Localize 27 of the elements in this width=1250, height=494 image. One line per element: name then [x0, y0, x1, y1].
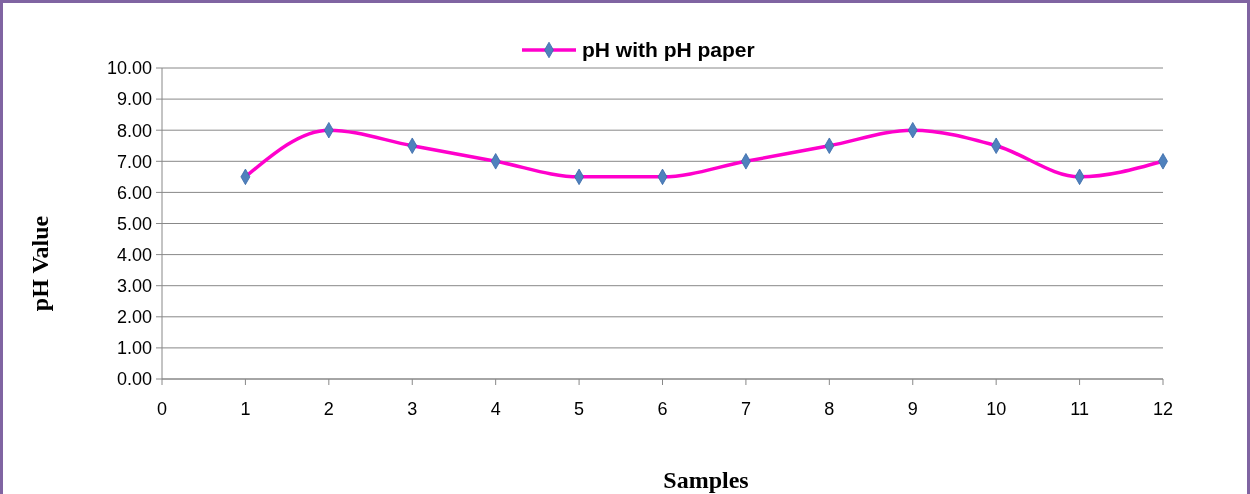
y-tick-label: 5.00 [116, 213, 152, 234]
x-tick-label: 12 [1152, 399, 1174, 419]
y-axis-title: pH Value [27, 215, 53, 312]
x-tick-label: 8 [824, 399, 835, 419]
x-tick-label: 11 [1070, 399, 1089, 419]
y-tick-label: 6.00 [116, 182, 152, 203]
y-tick-label: 8.00 [116, 120, 152, 141]
x-tick-label: 2 [323, 399, 334, 419]
x-tick-label: 10 [986, 399, 1007, 419]
y-tick-label: 9.00 [116, 89, 152, 110]
x-axis-title: Samples [663, 467, 749, 493]
x-tick-label: 5 [574, 399, 585, 419]
y-tick-label: 0.00 [116, 369, 152, 390]
x-tick-label: 1 [240, 399, 251, 419]
x-tick-label: 4 [490, 399, 501, 419]
y-tick-label: 3.00 [116, 276, 152, 296]
y-tick-label: 2.00 [116, 307, 152, 328]
x-tick-label: 9 [907, 399, 918, 419]
legend-label: pH with pH paper [582, 38, 755, 62]
y-tick-label: 10.00 [106, 58, 152, 79]
x-tick-label: 7 [740, 399, 751, 419]
y-tick-label: 4.00 [116, 244, 152, 265]
y-tick-label: 1.00 [116, 338, 152, 359]
x-tick-label: 6 [657, 399, 668, 419]
y-tick-label: 7.00 [116, 151, 152, 172]
x-tick-label: 3 [407, 399, 418, 419]
x-tick-label: 0 [156, 399, 168, 419]
